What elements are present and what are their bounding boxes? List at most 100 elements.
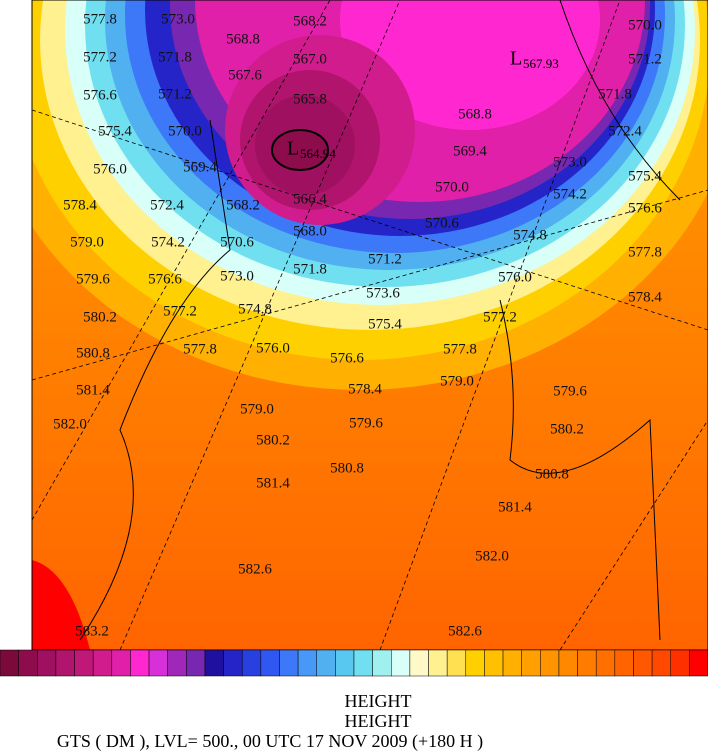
colorbar-swatch [577, 649, 597, 677]
low-value: 567.93 [523, 56, 559, 71]
contour-label: 573.0 [161, 11, 195, 27]
contour-label: 567.6 [228, 67, 262, 83]
footer-line: GTS ( DM ), LVL= 500., 00 UTC 17 NOV 200… [57, 731, 483, 752]
contour-label: 574.8 [238, 301, 272, 317]
colorbar-swatch [670, 649, 690, 677]
colorbar-swatch [335, 649, 355, 677]
colorbar-swatch [391, 649, 411, 677]
colorbar-swatch [372, 649, 392, 677]
colorbar-swatch [130, 649, 150, 677]
contour-label: 576.6 [330, 350, 364, 366]
contour-label: 579.6 [76, 271, 110, 287]
colorbar-swatch [651, 649, 671, 677]
contour-label: 582.0 [475, 548, 509, 564]
contour-label: 570.6 [220, 234, 254, 250]
contour-label: 578.4 [348, 381, 382, 397]
contour-label: 573.0 [220, 268, 254, 284]
contour-label: 579.6 [553, 383, 587, 399]
contour-label: 576.0 [256, 340, 290, 356]
colorbar-swatch [111, 649, 131, 677]
colorbar-swatch [689, 649, 708, 677]
contour-label: 582.6 [238, 561, 272, 577]
colorbar-swatch [0, 649, 19, 677]
contour-label: 580.2 [550, 421, 584, 437]
contour-label: 581.4 [76, 382, 110, 398]
colorbar-swatch [279, 649, 299, 677]
contour-label: 577.2 [483, 309, 517, 325]
contour-label: 569.4 [453, 143, 487, 159]
contour-label: 577.8 [83, 11, 117, 27]
contour-label: 576.6 [628, 200, 662, 216]
contour-label: 568.8 [458, 106, 492, 122]
contour-label: 576.6 [148, 271, 182, 287]
colorbar-swatch [614, 649, 634, 677]
contour-label: 583.2 [75, 623, 109, 639]
contour-label: 571.2 [368, 251, 402, 267]
contour-label: 576.0 [93, 161, 127, 177]
colorbar-swatch [316, 649, 336, 677]
contour-label: 568.2 [293, 13, 327, 29]
colorbar-swatch [241, 649, 262, 677]
colorbar-swatch [92, 649, 113, 677]
contour-label: 572.4 [608, 123, 642, 139]
contour-label: 580.2 [256, 432, 290, 448]
contour-label: 568.2 [226, 197, 260, 213]
contour-label: 568.8 [226, 31, 260, 47]
colorbar-swatch [521, 649, 541, 677]
contour-label: 570.0 [435, 179, 469, 195]
colorbar-swatch [37, 649, 57, 677]
contour-label: 572.4 [150, 197, 184, 213]
colorbar-swatch [540, 649, 560, 677]
contour-label: 569.4 [183, 159, 217, 175]
contour-label: 579.0 [440, 373, 474, 389]
contour-label: 570.0 [168, 123, 202, 139]
colorbar-swatch [484, 649, 504, 677]
footer-line: HEIGHT [345, 711, 412, 731]
low-value: 564.94 [300, 146, 336, 161]
colorbar-swatch [186, 649, 206, 677]
contour-label: 578.4 [63, 197, 97, 213]
contour-label: 577.2 [163, 303, 197, 319]
contour-label: 567.0 [293, 51, 327, 67]
contour-label: 580.8 [76, 345, 110, 361]
contour-label: 575.4 [368, 316, 402, 332]
contour-label: 566.4 [293, 191, 327, 207]
contour-label: 579.0 [240, 401, 274, 417]
contour-label: 574.8 [513, 227, 547, 243]
contour-label: 577.8 [443, 341, 477, 357]
contour-label: 582.6 [448, 623, 482, 639]
contour-label: 570.6 [425, 215, 459, 231]
contour-label: 574.2 [151, 234, 185, 250]
colorbar-swatch [18, 649, 38, 677]
colorbar-swatch [595, 649, 616, 677]
contour-label: 581.4 [256, 475, 290, 491]
contour-label: 577.8 [183, 341, 217, 357]
contour-label: 573.0 [553, 154, 587, 170]
contour-label: 576.6 [83, 87, 117, 103]
contour-label: 579.6 [349, 415, 383, 431]
contour-label: 582.0 [53, 416, 87, 432]
contour-label: 573.6 [366, 285, 400, 301]
contour-label: 568.0 [293, 223, 327, 239]
colorbar-swatch [55, 649, 75, 677]
contour-label: 575.4 [628, 168, 662, 184]
contour-label: 580.2 [83, 309, 117, 325]
contour-label: 571.8 [293, 261, 327, 277]
contour-label: 577.8 [628, 244, 662, 260]
contour-label: 580.8 [535, 466, 569, 482]
contour-label: 577.2 [83, 49, 117, 65]
colorbar-swatch [633, 649, 653, 677]
contour-label: 575.4 [98, 123, 132, 139]
contour-label: 578.4 [628, 289, 662, 305]
low-symbol: L [287, 138, 299, 160]
contour-label: 571.2 [158, 86, 192, 102]
colorbar-swatch [409, 649, 429, 677]
contour-label: 570.0 [628, 17, 662, 33]
contour-label: 580.8 [330, 460, 364, 476]
colorbar-swatch [167, 649, 187, 677]
footer-line: HEIGHT [345, 691, 412, 711]
colorbar-swatch [353, 649, 373, 677]
colorbar-swatch [558, 649, 578, 677]
colorbar-swatch [446, 649, 467, 677]
